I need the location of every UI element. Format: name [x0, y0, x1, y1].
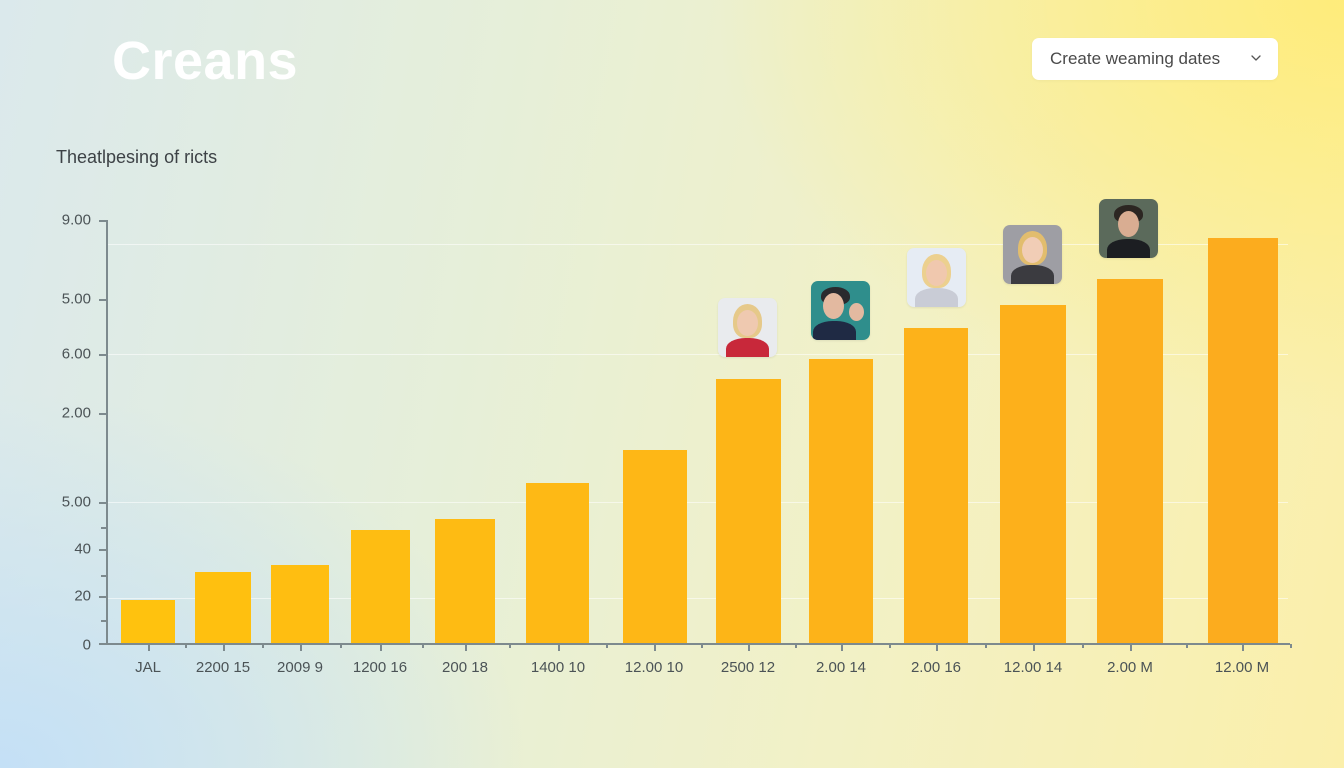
y-tick: [99, 220, 107, 222]
x-tick: [465, 644, 467, 651]
x-tick: [748, 644, 750, 651]
y-tick: [99, 643, 107, 645]
x-tick-label: 1200 16: [352, 659, 408, 676]
y-tick: [99, 596, 107, 598]
bar-2200-15[interactable]: [195, 572, 251, 643]
gridline: [108, 598, 1288, 599]
bar-12-00-14[interactable]: [1000, 305, 1066, 643]
x-tick-label: 2500 12: [720, 659, 776, 676]
x-minor-tick: [1290, 644, 1292, 648]
x-minor-tick: [262, 644, 264, 648]
x-tick-label: 2.00 16: [910, 659, 962, 676]
y-tick-label: 20: [74, 587, 91, 605]
avatar-couple: [811, 281, 870, 340]
x-minor-tick: [422, 644, 424, 648]
gridline: [108, 502, 1288, 503]
bar-2500-12[interactable]: [716, 379, 781, 643]
x-tick: [654, 644, 656, 651]
date-range-dropdown[interactable]: Create weaming dates: [1032, 38, 1278, 80]
y-minor-tick: [101, 620, 107, 622]
avatar-face-shape: [1118, 211, 1139, 237]
y-minor-tick: [101, 527, 107, 529]
bar-2-00-m[interactable]: [1097, 279, 1163, 643]
avatar-woman-grey-bg: [1003, 225, 1062, 284]
avatar-face-shape: [737, 310, 758, 336]
x-minor-tick: [889, 644, 891, 648]
avatar-body-shape: [1011, 265, 1054, 284]
x-minor-tick: [1186, 644, 1188, 648]
x-minor-tick: [606, 644, 608, 648]
x-minor-tick: [1082, 644, 1084, 648]
page-title: Creans: [112, 31, 299, 91]
bar-2009-9[interactable]: [271, 565, 329, 643]
y-tick-label: 6.00: [61, 345, 91, 363]
x-tick: [841, 644, 843, 651]
chevron-down-icon: [1251, 55, 1261, 61]
x-minor-tick: [185, 644, 187, 648]
avatar-face-shape: [1022, 237, 1043, 263]
y-tick-label: 5.00: [61, 290, 91, 308]
y-axis-line: [106, 220, 108, 644]
avatar-woman-red-jacket: [718, 298, 777, 357]
x-tick: [1242, 644, 1244, 651]
x-minor-tick: [701, 644, 703, 648]
x-tick: [558, 644, 560, 651]
bar-200-18[interactable]: [435, 519, 495, 643]
dropdown-label: Create weaming dates: [1050, 49, 1221, 68]
x-tick: [1033, 644, 1035, 651]
avatar-body-shape: [915, 288, 958, 307]
x-tick: [223, 644, 225, 651]
x-tick-label: 1400 10: [530, 659, 586, 676]
y-tick-label: 2.00: [61, 404, 91, 422]
avatar-body-shape: [813, 321, 856, 340]
x-tick-label: 12.00 14: [1003, 659, 1063, 676]
avatar-second-face-shape: [849, 303, 864, 321]
x-minor-tick: [509, 644, 511, 648]
x-tick-label: 2.00 M: [1107, 659, 1153, 676]
x-tick-label: 200 18: [442, 659, 488, 676]
y-tick: [99, 502, 107, 504]
x-minor-tick: [985, 644, 987, 648]
x-axis-line: [106, 643, 1290, 645]
x-tick: [380, 644, 382, 651]
y-minor-tick: [101, 575, 107, 577]
avatar-face-shape: [823, 293, 844, 319]
y-tick: [99, 413, 107, 415]
bar-2-00-16[interactable]: [904, 328, 968, 643]
bar-1400-10[interactable]: [526, 483, 589, 643]
y-tick-label: 40: [74, 540, 91, 558]
x-tick-label: 2009 9: [277, 659, 323, 676]
y-tick: [99, 549, 107, 551]
x-tick-label: 2.00 14: [815, 659, 867, 676]
x-minor-tick: [795, 644, 797, 648]
bar-1200-16[interactable]: [351, 530, 410, 643]
bar-12-00-10[interactable]: [623, 450, 687, 643]
avatar-body-shape: [726, 338, 769, 357]
x-tick-label: 12.00 M: [1214, 659, 1270, 676]
y-tick-label: 5.00: [61, 493, 91, 511]
bar-2-00-14[interactable]: [809, 359, 873, 643]
x-tick-label: 12.00 10: [624, 659, 684, 676]
x-tick: [936, 644, 938, 651]
x-tick-label: 2200 15: [195, 659, 251, 676]
x-minor-tick: [340, 644, 342, 648]
x-tick: [1130, 644, 1132, 651]
avatar-man-suit: [1099, 199, 1158, 258]
y-tick-label: 0: [82, 636, 91, 654]
x-tick-label: JAL: [135, 659, 161, 676]
gridline: [108, 354, 1288, 355]
bar-12-00-m[interactable]: [1208, 238, 1278, 643]
avatar-blonde-woman: [907, 248, 966, 307]
y-tick: [99, 299, 107, 301]
y-tick-label: 9.00: [61, 211, 91, 229]
chart-subtitle: Theatlpesing of ricts: [56, 147, 218, 167]
bar-jal[interactable]: [121, 600, 175, 643]
y-tick: [99, 354, 107, 356]
gridline: [108, 244, 1288, 245]
avatar-body-shape: [1107, 239, 1150, 258]
x-tick: [300, 644, 302, 651]
avatar-face-shape: [926, 260, 947, 286]
x-tick: [148, 644, 150, 651]
